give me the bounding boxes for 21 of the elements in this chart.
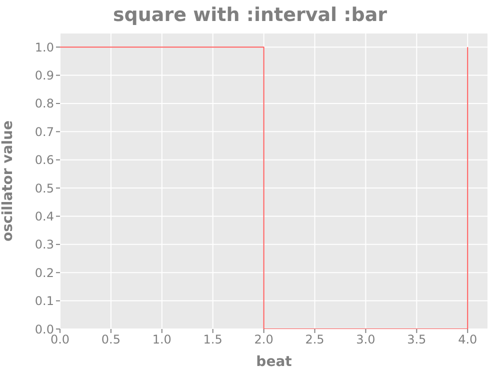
x-tick-label: 2.0	[254, 332, 274, 347]
y-tick-label: 0.5	[34, 181, 54, 196]
y-tick-label: 0.7	[34, 124, 54, 139]
y-tick-label: 0.9	[34, 68, 54, 83]
x-tick-label: 2.5	[305, 332, 324, 347]
y-tick-label: 0.2	[34, 266, 54, 280]
y-tick-label: 0.3	[34, 238, 54, 252]
x-tick-label: 1.5	[203, 332, 222, 347]
x-tick-label: 3.5	[407, 332, 426, 347]
chart-title: square with :interval :bar	[112, 4, 388, 26]
x-axis-title: beat	[256, 354, 292, 370]
x-tick-label: 1.0	[152, 332, 172, 347]
y-tick-label: 0.6	[34, 153, 54, 168]
y-tick-label: 1.0	[34, 40, 54, 54]
y-tick-label: 0.4	[34, 210, 54, 224]
x-tick-label: 4.0	[458, 332, 478, 347]
y-axis-title: oscillator value	[0, 120, 16, 242]
y-tick-label: 0.8	[34, 96, 54, 111]
y-tick-label: 0.1	[34, 294, 54, 308]
x-tick-label: 3.0	[356, 332, 376, 347]
x-tick-label: 0.5	[101, 332, 120, 347]
